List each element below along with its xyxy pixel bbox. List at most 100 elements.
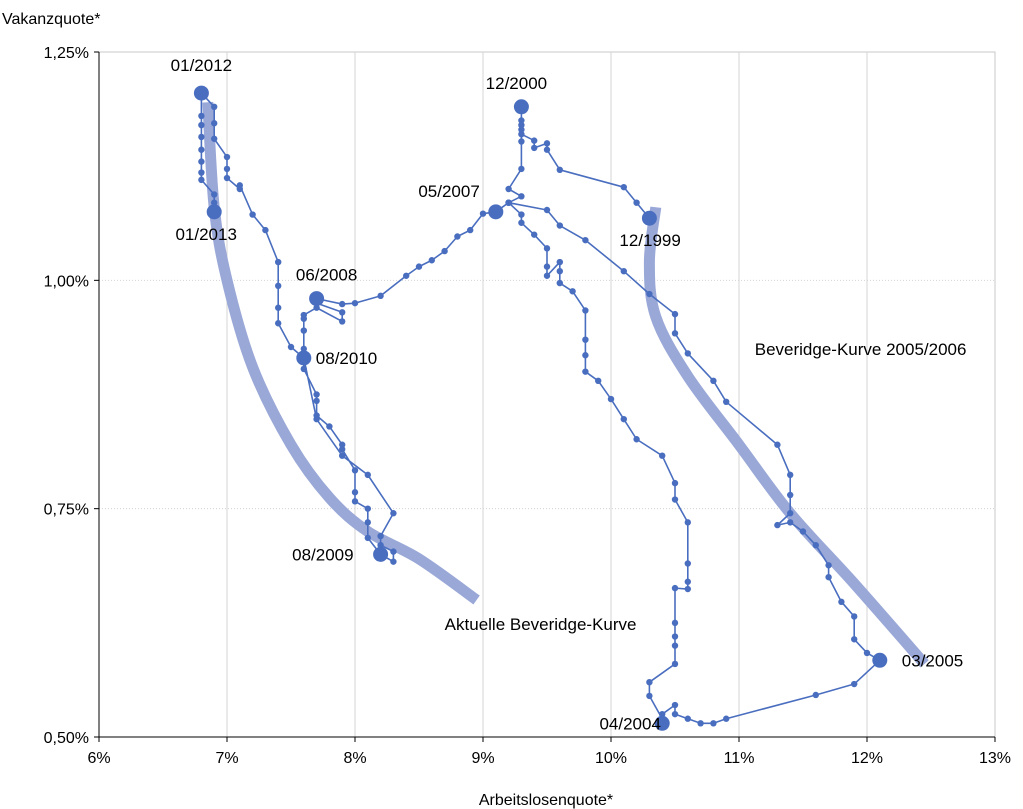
data-point: [787, 519, 794, 526]
data-point: [671, 496, 679, 503]
data-point: [825, 562, 832, 569]
data-point: [518, 219, 525, 226]
data-point: [518, 165, 525, 173]
data-point: [556, 258, 563, 266]
data-point: [351, 489, 359, 496]
data-point: [697, 720, 704, 727]
data-point: [287, 343, 295, 351]
y-axis-title: Vakanzquote*: [2, 11, 100, 28]
highlight-point: [654, 715, 670, 731]
x-tick-label: 11%: [724, 750, 755, 767]
data-point: [364, 471, 371, 479]
data-point: [684, 560, 691, 567]
data-point: [339, 300, 346, 308]
data-point: [211, 103, 218, 111]
data-point: [543, 146, 551, 153]
curve-annotation-1: Aktuelle Beveridge-Kurve: [445, 615, 637, 634]
data-point: [198, 112, 205, 120]
beveridge-curve-2: [643, 206, 929, 668]
data-point: [543, 263, 551, 270]
curve-annotation-2: Beveridge-Kurve 2005/2006: [755, 340, 967, 359]
data-point: [198, 146, 205, 153]
data-point: [390, 558, 397, 565]
data-point: [211, 191, 218, 198]
data-point: [812, 542, 819, 549]
data-point: [825, 573, 832, 581]
y-tick-label: 1,25%: [44, 45, 89, 62]
data-point: [275, 258, 282, 266]
data-point: [339, 309, 346, 316]
data-point: [787, 510, 794, 517]
data-point: [671, 310, 679, 318]
data-point: [211, 199, 218, 206]
y-tick-label: 1,00%: [44, 273, 89, 290]
highlight-point: [309, 291, 325, 307]
data-point: [646, 290, 653, 298]
point-label: 12/2000: [486, 74, 547, 93]
data-point: [851, 613, 858, 620]
data-point: [582, 307, 589, 314]
point-label: 08/2010: [316, 349, 377, 368]
data-point: [223, 174, 231, 182]
highlight-point: [373, 546, 389, 562]
data-point: [838, 598, 845, 606]
data-point: [812, 691, 819, 699]
series-line-2: [302, 357, 395, 563]
data-point: [198, 169, 205, 176]
data-point: [646, 679, 653, 686]
data-point: [556, 166, 563, 174]
x-tick-label: 9%: [471, 750, 494, 767]
data-point: [543, 272, 551, 279]
data-point: [671, 330, 679, 337]
data-point: [569, 288, 576, 295]
data-point: [415, 263, 423, 270]
data-point: [684, 578, 691, 585]
data-point: [275, 304, 282, 311]
plot-frame: [98, 51, 996, 738]
data-point: [684, 519, 691, 526]
beveridge-curves: [202, 101, 929, 668]
data-point: [377, 542, 384, 549]
data-point: [364, 534, 371, 542]
data-point: [851, 680, 858, 688]
point-label: 12/1999: [619, 231, 680, 250]
data-point: [339, 318, 346, 325]
data-point: [659, 710, 666, 718]
point-label: 08/2009: [292, 545, 353, 564]
data-point: [582, 368, 589, 375]
x-tick-label: 10%: [595, 750, 627, 767]
data-point: [659, 452, 666, 459]
data-point: [505, 185, 512, 193]
point-labels: 01/2012 01/2013 06/2008 08/2010 08/2009 12/20…: [171, 56, 967, 733]
data-point: [607, 395, 615, 403]
data-point: [518, 211, 525, 218]
highlight-point: [641, 210, 657, 226]
highlight-point: [513, 99, 529, 115]
x-tick-label: 13%: [979, 750, 1011, 767]
data-point: [799, 528, 807, 535]
highlight-point: [872, 652, 888, 668]
data-point: [313, 391, 320, 398]
y-tick-label: 0,50%: [44, 730, 89, 747]
data-point: [454, 233, 461, 240]
data-point: [275, 320, 282, 327]
data-point: [403, 272, 410, 279]
data-point: [351, 498, 359, 505]
data-point: [787, 471, 794, 479]
data-point: [595, 377, 602, 384]
data-point: [633, 199, 640, 206]
data-point: [198, 121, 205, 129]
data-point: [467, 226, 474, 234]
data-point: [620, 268, 627, 275]
data-point: [351, 299, 359, 307]
data-point: [262, 226, 269, 234]
data-point: [787, 491, 794, 499]
data-point: [671, 633, 679, 640]
data-point: [531, 144, 538, 152]
data-point: [543, 245, 551, 252]
data-point: [543, 206, 551, 214]
data-point: [198, 133, 205, 141]
axes: 6% 7% 8% 9% 10% 11% 12% 13% 0,50% 0,75% 1,00% 1,25%: [44, 45, 1011, 767]
data-point: [620, 183, 627, 191]
